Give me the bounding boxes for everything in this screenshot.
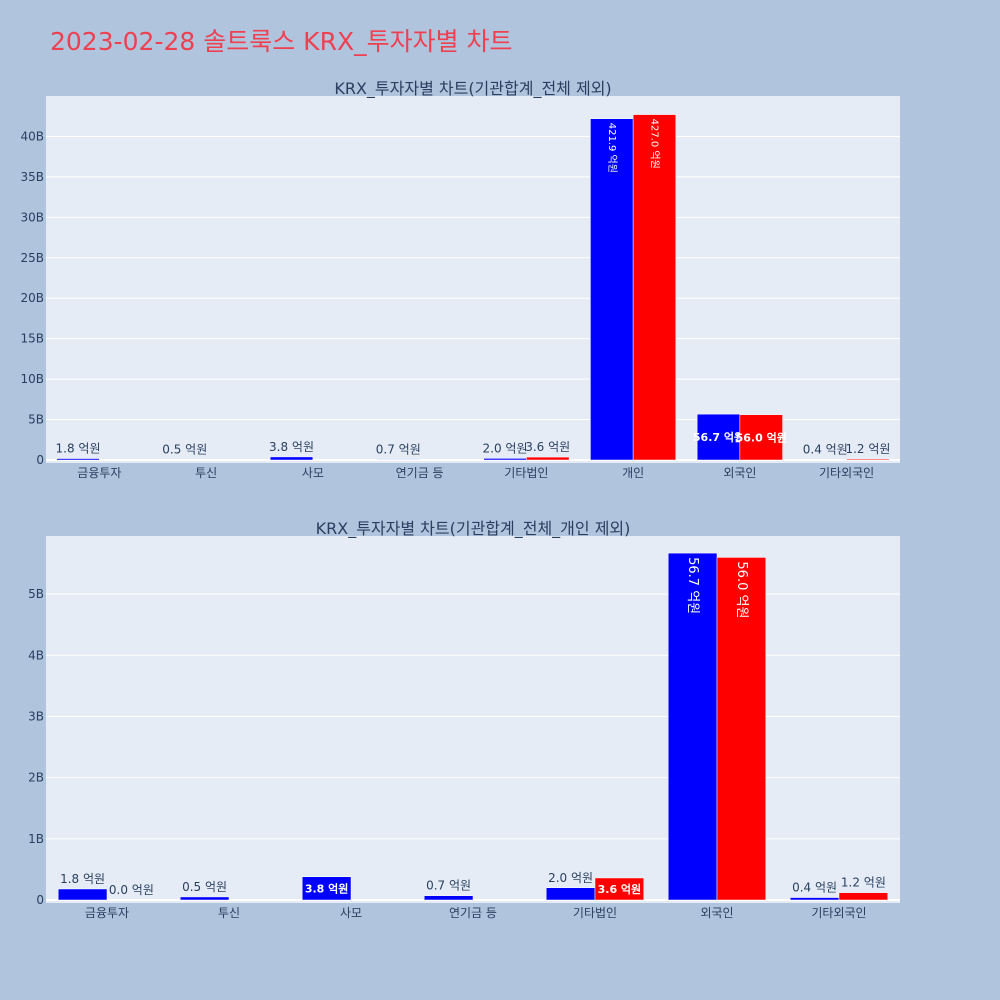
bar-sell (301, 876, 352, 901)
x-tick-label: 기타외국인 (811, 906, 866, 920)
plot-area (46, 536, 900, 903)
data-label: 0.4 억원 (803, 443, 848, 457)
x-tick-label: 기타법인 (504, 466, 548, 480)
y-tick-label: 4B (28, 648, 44, 662)
x-tick-label: 기타법인 (573, 906, 617, 920)
bar-sell (696, 413, 741, 461)
y-tick-label: 15B (20, 332, 44, 346)
chart-title: KRX_투자자별 차트(기관합계_전체_개인 제외) (316, 519, 631, 539)
data-label: 56.0 억원 (736, 430, 787, 444)
data-label: 56.0 억원 (734, 561, 749, 618)
chart-2: 0 1B 2B 3B 4B 5B KRX_투자자별 차트(기관합계_전체_개인 제외) 금융투… (28, 519, 900, 920)
bar-sell (56, 458, 100, 461)
y-tick-label: 0 (36, 453, 44, 467)
bar-buy (594, 877, 645, 901)
data-label: 1.2 억원 (841, 876, 886, 890)
data-label: 0.7 억원 (376, 442, 421, 456)
y-tick-label: 1B (28, 832, 44, 846)
y-tick-label: 20B (20, 291, 44, 305)
data-label: 1.8 억원 (60, 872, 105, 886)
x-tick-label: 사모 (302, 466, 324, 480)
bar-sell (483, 458, 527, 461)
bar-sell (789, 897, 840, 901)
page-title: 2023-02-28 솔트룩스 KRX_투자자별 차트 (50, 27, 513, 56)
data-label: 56.7 억원 (685, 557, 700, 614)
plot-area (46, 96, 900, 463)
bar-sell (179, 896, 230, 901)
bar-buy (526, 456, 570, 461)
y-tick-label: 40B (20, 129, 44, 143)
bar-sell (545, 887, 596, 901)
bar-buy (739, 414, 783, 461)
data-label: 421.9 억원 (606, 123, 618, 173)
data-label: 1.8 억원 (56, 442, 101, 456)
x-tick-label: 투신 (218, 906, 240, 920)
data-label: 427.0 억원 (648, 119, 660, 169)
bar-sell (423, 895, 474, 901)
y-tick-label: 5B (28, 587, 44, 601)
x-tick-label: 투신 (195, 466, 217, 480)
y-tick-label: 10B (20, 372, 44, 386)
data-label: 0.4 억원 (792, 881, 837, 895)
data-label: 0.5 억원 (162, 443, 207, 457)
data-label: 56.7 억원 (693, 430, 744, 444)
y-tick-label: 30B (20, 210, 44, 224)
bar-buy (632, 114, 677, 461)
y-tick-label: 0 (36, 893, 44, 907)
bar-buy (846, 458, 890, 461)
x-tick-label: 개인 (622, 466, 644, 480)
x-tick-label: 금융투자 (77, 466, 121, 480)
data-label: 3.8 억원 (305, 881, 349, 895)
data-label: 0.0 억원 (109, 883, 154, 897)
data-label: 3.8 억원 (269, 440, 314, 454)
bar-buy (716, 557, 767, 901)
data-label: 3.6 억원 (598, 882, 642, 896)
x-tick-label: 외국인 (700, 906, 733, 920)
y-tick-label: 35B (20, 170, 44, 184)
x-tick-label: 연기금 등 (449, 906, 497, 920)
y-tick-label: 5B (28, 413, 44, 427)
y-tick-label: 3B (28, 709, 44, 723)
chart-title: KRX_투자자별 차트(기관합계_전체 제외) (334, 79, 611, 99)
data-label: 0.7 억원 (426, 879, 471, 893)
bar-sell (667, 552, 718, 901)
x-tick-label: 외국인 (723, 466, 756, 480)
bar-buy (838, 892, 889, 901)
x-tick-label: 금융투자 (85, 906, 129, 920)
bar-sell (590, 118, 634, 461)
data-label: 0.5 억원 (182, 880, 227, 894)
bar-sell (376, 459, 420, 461)
y-tick-label: 2B (28, 771, 44, 785)
data-label: 2.0 억원 (483, 441, 528, 455)
bar-sell (57, 888, 108, 901)
data-label: 2.0 억원 (548, 871, 593, 885)
chart-1: 0 5B 10B 15B 20B 25B 30B 35B 40B KRX_투자자별 차트(기관합계… (20, 79, 900, 480)
x-tick-label: 사모 (340, 906, 362, 920)
data-label: 3.6 억원 (525, 440, 570, 454)
y-tick-label: 25B (20, 251, 44, 265)
x-tick-label: 연기금 등 (396, 466, 444, 480)
bar-sell (269, 456, 314, 461)
data-label: 1.2 억원 (845, 442, 890, 456)
x-tick-label: 기타외국인 (819, 466, 874, 480)
